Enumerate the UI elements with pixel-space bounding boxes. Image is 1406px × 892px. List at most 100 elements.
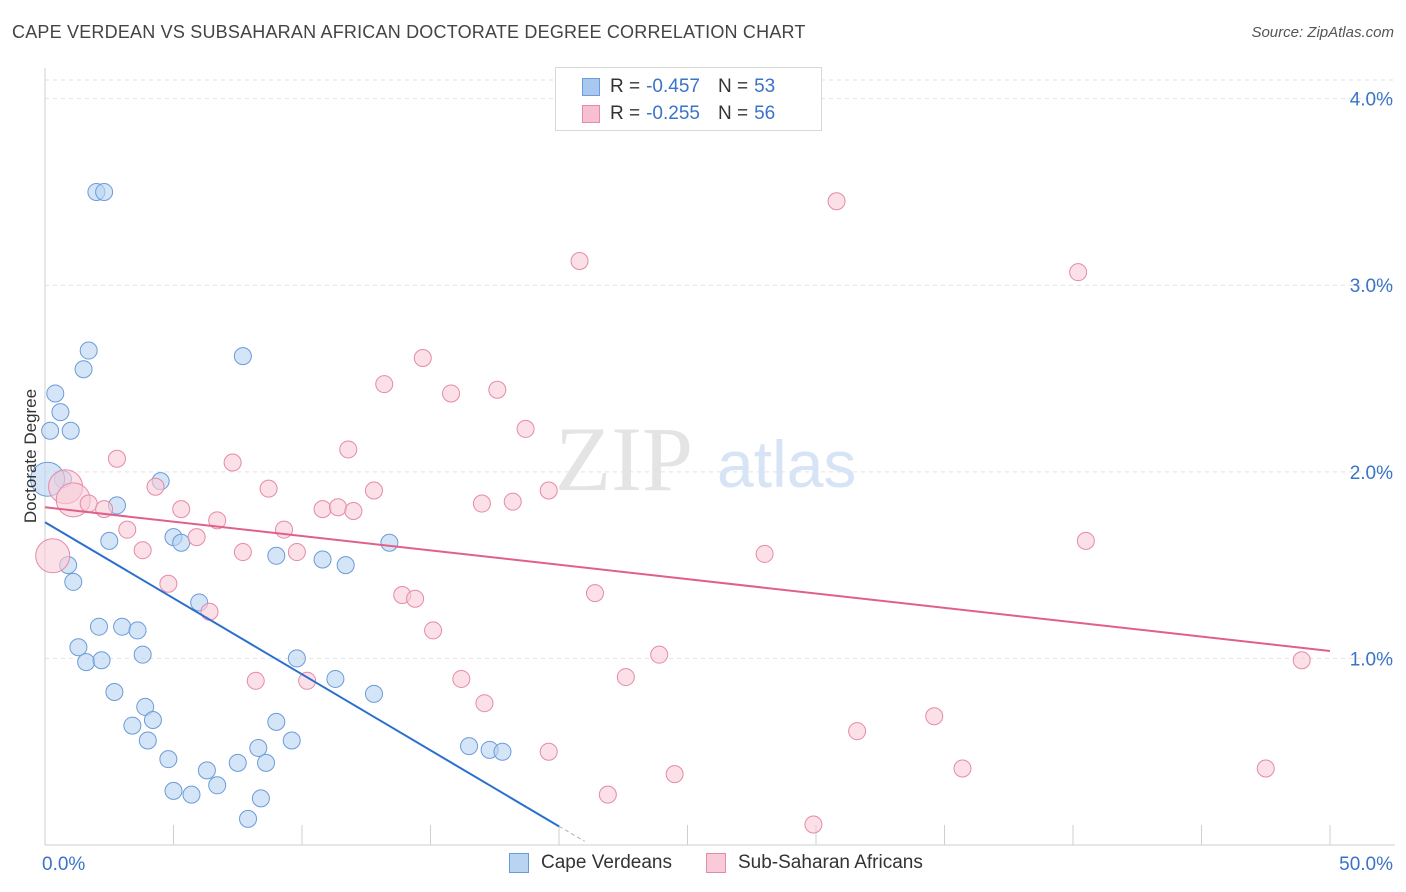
point-subsaharan: [35, 538, 71, 574]
point-subsaharan: [118, 520, 137, 539]
legend-row-subsaharan: R = -0.255 N = 56: [556, 101, 775, 127]
point-subsaharan: [503, 492, 522, 511]
point-cape-verdean: [267, 712, 286, 731]
point-subsaharan: [598, 785, 617, 804]
point-subsaharan: [488, 380, 507, 399]
source-label: Source: ZipAtlas.com: [1251, 24, 1394, 41]
point-subsaharan: [442, 384, 461, 403]
legend-r-label: R =: [610, 76, 641, 97]
point-subsaharan: [1069, 263, 1088, 282]
point-subsaharan: [585, 584, 604, 603]
point-subsaharan: [1076, 531, 1095, 550]
point-subsaharan: [339, 440, 358, 459]
point-cape-verdean: [74, 360, 93, 379]
point-subsaharan: [665, 765, 684, 784]
watermark-atlas: atlas: [717, 427, 856, 501]
point-subsaharan: [1256, 759, 1275, 778]
point-subsaharan: [187, 528, 206, 547]
point-cape-verdean: [172, 533, 191, 552]
point-subsaharan: [475, 694, 494, 713]
point-subsaharan: [452, 669, 471, 688]
legend-label-cape-verdeans: Cape Verdeans: [541, 852, 672, 873]
point-subsaharan: [406, 589, 425, 608]
point-subsaharan: [79, 494, 98, 513]
point-cape-verdean: [64, 572, 83, 591]
point-cape-verdean: [251, 789, 270, 808]
point-subsaharan: [223, 453, 242, 472]
point-subsaharan: [804, 815, 823, 834]
point-cape-verdean: [249, 738, 268, 757]
legend-n-value: 53: [754, 76, 776, 97]
point-cape-verdean: [69, 638, 88, 657]
point-cape-verdean: [100, 531, 119, 550]
legend-item-subsaharan-africans[interactable]: Sub-Saharan Africans: [706, 852, 923, 874]
point-subsaharan: [364, 481, 383, 500]
point-cape-verdean: [95, 182, 114, 201]
point-cape-verdean: [257, 753, 276, 772]
legend-label-subsaharan-africans: Sub-Saharan Africans: [738, 852, 923, 873]
point-cape-verdean: [113, 617, 132, 636]
point-subsaharan: [200, 602, 219, 621]
point-subsaharan: [313, 500, 332, 519]
point-cape-verdean: [267, 546, 286, 565]
point-subsaharan: [172, 500, 191, 519]
point-cape-verdean: [287, 649, 306, 668]
point-subsaharan: [246, 671, 265, 690]
point-subsaharan: [107, 449, 126, 468]
legend-row-cape-verdeans: R = -0.457 N = 53: [556, 74, 775, 100]
point-cape-verdean: [282, 731, 301, 750]
point-subsaharan: [328, 498, 347, 517]
point-cape-verdean: [105, 683, 124, 701]
point-cape-verdean: [493, 742, 512, 761]
point-cape-verdean: [336, 556, 355, 575]
point-subsaharan: [413, 349, 432, 368]
chart-title: CAPE VERDEAN VS SUBSAHARAN AFRICAN DOCTO…: [12, 22, 806, 42]
point-subsaharan: [827, 192, 846, 211]
point-cape-verdean: [159, 750, 178, 769]
trendline-subsaharan: [44, 506, 1331, 652]
point-cape-verdean: [128, 621, 147, 640]
y-tick-label: 4.0%: [1350, 90, 1393, 111]
point-subsaharan: [298, 671, 317, 690]
stats-legend: R = -0.457 N = 53 R = -0.255 N = 56: [555, 67, 822, 131]
point-subsaharan: [233, 543, 252, 562]
point-cape-verdean: [164, 781, 183, 800]
legend-n-label: N =: [717, 76, 749, 97]
y-axis-label: Doctorate Degree: [21, 388, 40, 524]
legend-item-cape-verdeans[interactable]: Cape Verdeans: [509, 852, 672, 874]
point-subsaharan: [516, 419, 535, 438]
point-cape-verdean: [138, 731, 157, 750]
point-cape-verdean: [208, 776, 227, 795]
point-cape-verdean: [51, 403, 70, 422]
y-tick-label: 1.0%: [1350, 649, 1393, 670]
point-cape-verdean: [313, 550, 332, 569]
point-subsaharan: [570, 251, 589, 270]
trendline-extension: [558, 825, 585, 842]
point-cape-verdean: [77, 653, 96, 672]
point-subsaharan: [616, 668, 635, 687]
point-subsaharan: [848, 722, 867, 741]
x-tick-label: 50.0%: [1339, 854, 1393, 875]
point-subsaharan: [287, 543, 306, 562]
point-cape-verdean: [460, 737, 479, 756]
series-legend: Cape Verdeans Sub-Saharan Africans: [509, 852, 957, 874]
y-tick-label: 2.0%: [1350, 463, 1393, 484]
legend-n-value: 56: [754, 103, 776, 124]
point-subsaharan: [755, 544, 774, 563]
legend-swatch-cape-verdeans: [509, 853, 529, 873]
x-tick-label: 0.0%: [42, 854, 85, 875]
point-subsaharan: [133, 541, 152, 560]
point-subsaharan: [472, 494, 491, 513]
point-cape-verdean: [79, 341, 98, 360]
point-cape-verdean: [182, 785, 201, 804]
point-subsaharan: [1292, 651, 1311, 670]
legend-swatch-pink: [582, 105, 600, 123]
point-subsaharan: [375, 375, 394, 394]
point-subsaharan: [953, 759, 972, 778]
point-cape-verdean: [239, 809, 258, 828]
point-cape-verdean: [143, 710, 162, 729]
legend-swatch-blue: [582, 78, 600, 96]
y-tick-label: 3.0%: [1350, 276, 1393, 297]
point-cape-verdean: [123, 716, 142, 735]
point-subsaharan: [650, 645, 669, 664]
